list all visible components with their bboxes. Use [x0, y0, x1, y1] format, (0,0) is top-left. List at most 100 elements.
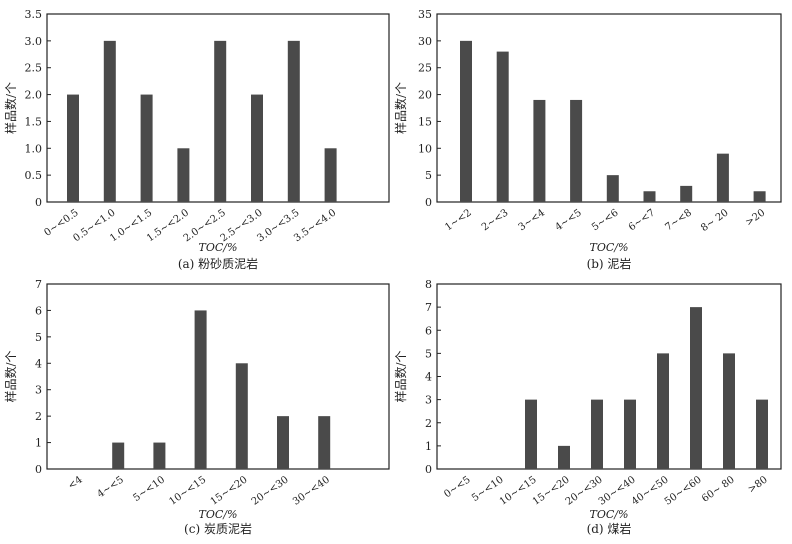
- y-tick-label: 2.0: [25, 89, 43, 102]
- bar: [533, 99, 546, 202]
- y-tick-label: 1.0: [25, 142, 43, 155]
- y-tick-label: 3.5: [25, 8, 43, 21]
- y-tick-label: 3: [35, 384, 42, 397]
- y-tick-label: 25: [418, 62, 432, 75]
- y-axis-label: 样品数/个: [3, 350, 18, 402]
- x-tick-label: 5~<6: [590, 207, 620, 233]
- panel-caption: (d) 煤岩: [587, 521, 632, 536]
- x-tick-label: 7~<8: [663, 207, 693, 233]
- y-tick-label: 15: [418, 115, 432, 128]
- y-tick-label: 0: [425, 196, 432, 209]
- bar: [324, 148, 337, 202]
- plot-frame: [436, 13, 782, 203]
- x-tick-label: 3.5~<4.0: [292, 207, 338, 244]
- bar: [680, 185, 693, 202]
- y-tick-label: 35: [418, 8, 432, 21]
- bar: [756, 399, 768, 469]
- y-tick-label: 5: [425, 347, 432, 360]
- y-tick-label: 5: [35, 331, 42, 344]
- bar: [460, 40, 472, 202]
- y-tick-label: 2: [425, 417, 432, 430]
- bar: [177, 148, 190, 202]
- x-tick-label: 4~<5: [95, 474, 125, 500]
- plot-frame: [46, 283, 390, 470]
- y-tick-label: 0.5: [25, 169, 43, 182]
- y-tick-label: 7: [35, 278, 42, 291]
- chart-panel-d: 0123456780~<55~<1010~<1515~<2020~<3030~<…: [393, 278, 782, 536]
- x-tick-label: 10~<15: [167, 474, 208, 507]
- bar: [318, 416, 331, 469]
- x-tick-label: 0~<5: [442, 474, 472, 500]
- x-tick-label: 20~<30: [250, 474, 291, 507]
- bar: [525, 399, 537, 469]
- y-tick-label: 10: [418, 142, 432, 155]
- y-axis-label: 样品数/个: [393, 350, 408, 402]
- bar: [496, 51, 509, 202]
- x-tick-label: 3~<4: [517, 207, 547, 233]
- bar: [103, 40, 116, 202]
- bar: [287, 40, 300, 202]
- x-tick-label: 30~<40: [291, 474, 332, 507]
- x-tick-label: <4: [66, 474, 84, 491]
- y-tick-label: 8: [425, 278, 432, 291]
- bar: [570, 99, 583, 202]
- y-tick-label: 4: [425, 371, 432, 384]
- x-tick-label: 6~<7: [627, 207, 657, 233]
- x-axis-label: TOC/%: [199, 508, 238, 521]
- x-tick-label: 2~<3: [480, 207, 510, 233]
- bar: [753, 191, 766, 202]
- x-tick-label: 8~ 20: [699, 207, 730, 234]
- y-tick-label: 6: [425, 324, 432, 337]
- x-axis-label: TOC/%: [199, 241, 238, 254]
- y-tick-label: 30: [418, 35, 432, 48]
- x-axis-label: TOC/%: [590, 241, 629, 254]
- bar: [723, 353, 735, 469]
- y-tick-label: 20: [418, 89, 432, 102]
- x-tick-label: 4~<5: [553, 207, 583, 233]
- bar: [112, 442, 125, 469]
- chart-panel-a: 00.51.01.52.02.53.03.50~<0.50.5~<1.01.0~…: [3, 8, 390, 271]
- y-tick-label: 0: [425, 463, 432, 476]
- panel-caption: (a) 粉砂质泥岩: [178, 256, 258, 271]
- y-tick-label: 2: [35, 410, 42, 423]
- x-tick-label: 15~<20: [209, 474, 250, 507]
- x-tick-label: 1~<2: [443, 207, 473, 233]
- x-tick-label: >20: [744, 207, 768, 228]
- bar: [214, 40, 227, 202]
- y-tick-label: 0: [35, 196, 42, 209]
- bar: [277, 416, 289, 469]
- bar: [624, 399, 636, 469]
- x-axis-label: TOC/%: [590, 508, 629, 521]
- x-tick-label: 50~<60: [663, 474, 704, 507]
- y-tick-label: 4: [35, 357, 42, 370]
- y-axis-label: 样品数/个: [393, 82, 408, 134]
- panel-caption: (c) 炭质泥岩: [184, 521, 252, 536]
- y-tick-label: 0: [35, 463, 42, 476]
- bar: [657, 353, 669, 469]
- y-tick-label: 7: [425, 301, 432, 314]
- y-tick-label: 1: [425, 440, 432, 453]
- panel-caption: (b) 泥岩: [587, 256, 632, 271]
- bar: [251, 94, 263, 202]
- x-tick-label: 60~ 80: [700, 474, 737, 504]
- bar: [194, 310, 207, 469]
- y-tick-label: 3.0: [25, 35, 43, 48]
- y-tick-label: 6: [35, 304, 42, 317]
- y-tick-label: 1.5: [25, 115, 43, 128]
- y-tick-label: 3: [425, 394, 432, 407]
- y-tick-label: 2.5: [25, 62, 43, 75]
- bar: [643, 191, 656, 202]
- chart-panel-c: 0 1 2 3 4 5 6 7 <4 4~<5 5~<10 10~<15 15~<20 20~<30 30~…: [3, 278, 390, 536]
- chart-panel-b: 0 5 10 15 20 25 30 35 1~<2 2~<3 3~<4 4~<5 5~<6 6~<7 7~…: [393, 8, 782, 271]
- bar: [716, 153, 729, 202]
- y-tick-label: 5: [425, 169, 432, 182]
- bar: [153, 442, 166, 469]
- bar: [67, 94, 79, 202]
- bar: [591, 399, 603, 469]
- bar: [140, 94, 153, 202]
- bar: [235, 363, 248, 469]
- bar: [606, 175, 619, 202]
- x-tick-label: 5~<10: [131, 474, 167, 504]
- y-axis-label: 样品数/个: [3, 82, 18, 134]
